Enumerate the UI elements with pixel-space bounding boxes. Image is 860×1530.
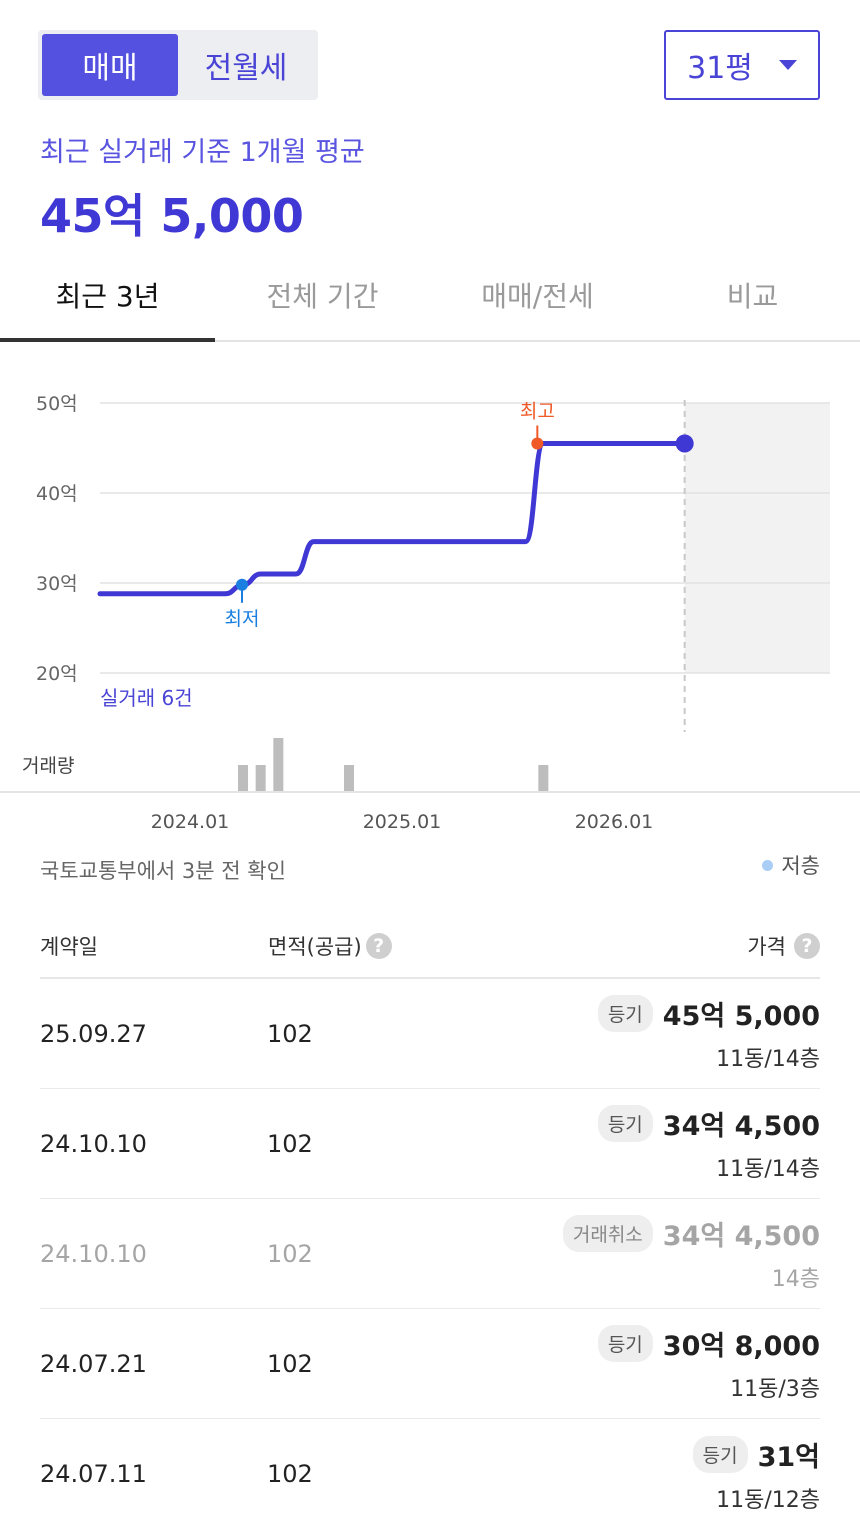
tab-compare[interactable]: 비교 bbox=[726, 280, 779, 313]
row-price: 45억 5,000 bbox=[662, 1001, 820, 1032]
trade-count-label: 실거래 6건 bbox=[100, 686, 193, 710]
header-price: 가격 ? bbox=[747, 931, 820, 961]
header-date: 계약일 bbox=[40, 935, 98, 959]
header-area: 면적(공급) ? bbox=[268, 931, 747, 961]
average-label: 최근 실거래 기준 1개월 평균 bbox=[40, 137, 365, 168]
area-dropdown[interactable]: 31평 bbox=[664, 30, 820, 100]
table-row[interactable]: 24.07.11 102 등기 31억 11동/12층 bbox=[40, 1419, 820, 1529]
tab-sale-jeonse[interactable]: 매매/전세 bbox=[481, 280, 594, 313]
area-dropdown-label: 31평 bbox=[687, 51, 753, 86]
row-area: 102 bbox=[267, 1239, 313, 1268]
row-floor: 11동/3층 bbox=[730, 1377, 820, 1402]
volume-bar bbox=[273, 738, 284, 792]
high-marker bbox=[531, 437, 544, 450]
y-tick-label: 40억 bbox=[36, 483, 78, 505]
status-badge: 거래취소 bbox=[562, 1215, 653, 1252]
tab-all-period[interactable]: 전체 기간 bbox=[266, 280, 379, 313]
table-row[interactable]: 24.10.10 102 등기 34억 4,500 11동/14층 bbox=[40, 1089, 820, 1199]
row-area: 102 bbox=[267, 1129, 313, 1158]
row-area: 102 bbox=[267, 1349, 313, 1378]
source-note: 국토교통부에서 3분 전 확인 bbox=[40, 859, 286, 883]
trade-list: 25.09.27 102 등기 45억 5,000 11동/14층 24.10.1… bbox=[40, 979, 820, 1529]
tab-recent-3y[interactable]: 최근 3년 bbox=[0, 250, 215, 342]
status-badge: 등기 bbox=[597, 1325, 653, 1362]
legend-dot bbox=[762, 859, 774, 871]
table-row[interactable]: 24.10.10 102 거래취소 34억 4,500 14층 bbox=[40, 1199, 820, 1309]
status-badge: 등기 bbox=[597, 995, 653, 1032]
chevron-down-icon bbox=[778, 60, 797, 70]
high-marker-label: 최고 bbox=[520, 401, 555, 423]
x-tick-label: 2024.01 bbox=[151, 811, 230, 833]
tab-rent[interactable]: 전월세 bbox=[204, 51, 288, 86]
current-price-point bbox=[675, 434, 694, 453]
row-price-cell: 등기 34억 4,500 11동/14층 bbox=[597, 1104, 820, 1183]
y-tick-label: 20억 bbox=[36, 663, 78, 685]
table-row[interactable]: 25.09.27 102 등기 45억 5,000 11동/14층 bbox=[40, 979, 820, 1089]
legend-label: 저층 bbox=[781, 854, 820, 878]
volume-bar bbox=[538, 765, 549, 792]
volume-label: 거래량 bbox=[22, 755, 74, 777]
tab-sale[interactable]: 매매 bbox=[42, 34, 178, 96]
row-floor: 11동/14층 bbox=[716, 1157, 820, 1182]
trade-type-toggle: 매매 전월세 bbox=[38, 30, 318, 100]
row-price: 30억 8,000 bbox=[662, 1331, 820, 1362]
row-floor: 11동/12층 bbox=[716, 1487, 820, 1513]
row-price: 34억 4,500 bbox=[662, 1221, 820, 1252]
row-floor: 14층 bbox=[771, 1267, 820, 1292]
volume-bar bbox=[255, 765, 266, 792]
x-tick-label: 2025.01 bbox=[363, 811, 442, 833]
row-price-cell: 등기 45억 5,000 11동/14층 bbox=[597, 994, 820, 1073]
y-tick-label: 30억 bbox=[36, 573, 78, 595]
header-price-label: 가격 bbox=[747, 935, 786, 959]
table-row[interactable]: 24.07.21 102 등기 30억 8,000 11동/3층 bbox=[40, 1309, 820, 1419]
row-date: 24.07.21 bbox=[40, 1349, 147, 1378]
row-date: 24.10.10 bbox=[40, 1129, 147, 1158]
table-header: 계약일 면적(공급) ? 가격 ? bbox=[40, 915, 820, 979]
row-date: 24.10.10 bbox=[40, 1239, 147, 1268]
period-tabs: 최근 3년 전체 기간 매매/전세 비교 bbox=[0, 250, 860, 342]
status-badge: 등기 bbox=[597, 1105, 653, 1142]
help-icon[interactable]: ? bbox=[794, 933, 820, 959]
help-icon[interactable]: ? bbox=[365, 933, 392, 959]
low-marker bbox=[236, 578, 248, 591]
low-marker-label: 최저 bbox=[225, 608, 260, 630]
y-tick-label: 50억 bbox=[36, 393, 78, 415]
x-tick-label: 2026.01 bbox=[575, 811, 654, 833]
row-area: 102 bbox=[267, 1460, 313, 1488]
row-date: 24.07.11 bbox=[40, 1460, 147, 1488]
future-region bbox=[684, 403, 830, 673]
average-price: 45억 5,000 bbox=[40, 189, 304, 243]
row-price-cell: 등기 31억 11동/12층 bbox=[692, 1435, 820, 1514]
volume-bar bbox=[344, 765, 354, 792]
row-price-cell: 거래취소 34억 4,500 14층 bbox=[562, 1214, 820, 1293]
price-line bbox=[97, 441, 688, 597]
row-price: 34억 4,500 bbox=[662, 1111, 820, 1142]
row-price-cell: 등기 30억 8,000 11동/3층 bbox=[597, 1324, 820, 1403]
legend: 저층 bbox=[762, 850, 820, 880]
row-area: 102 bbox=[267, 1019, 313, 1048]
row-date: 25.09.27 bbox=[40, 1019, 147, 1048]
row-price: 31억 bbox=[757, 1441, 820, 1473]
volume-bar bbox=[238, 765, 248, 792]
header-area-label: 면적(공급) bbox=[268, 935, 362, 959]
row-floor: 11동/14층 bbox=[716, 1047, 820, 1072]
status-badge: 등기 bbox=[692, 1435, 748, 1473]
